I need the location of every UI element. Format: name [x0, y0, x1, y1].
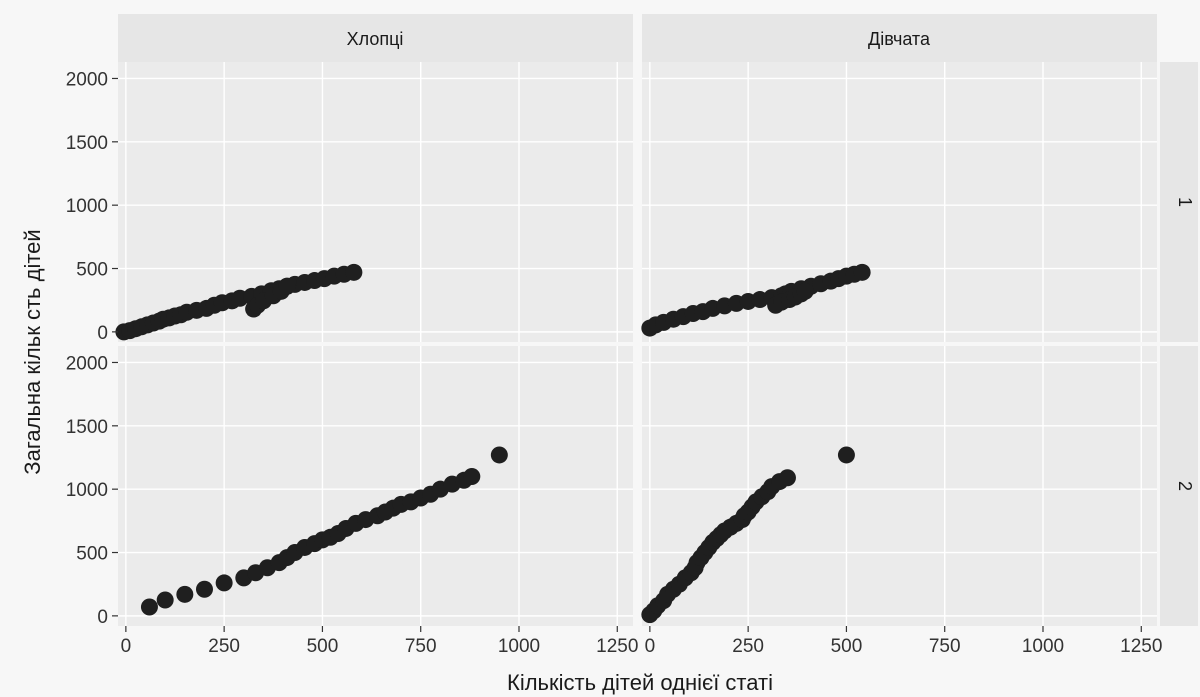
data-point	[796, 282, 814, 300]
x-tick-label: 750	[405, 636, 437, 657]
panel-background	[118, 62, 633, 342]
strip-row-2-bg	[1160, 346, 1198, 626]
data-point	[176, 585, 194, 603]
data-point	[490, 446, 508, 464]
data-point	[278, 277, 296, 295]
x-tick-label: 250	[208, 636, 240, 657]
x-tick-label: 0	[121, 636, 132, 657]
x-tick-label: 1250	[1120, 636, 1162, 657]
panel-1-1	[115, 62, 633, 342]
strip-row-1-label: 1	[1175, 197, 1195, 207]
x-tick-label: 0	[645, 636, 656, 657]
row-strips: 1 2	[1160, 62, 1198, 626]
x-tick-label: 500	[307, 636, 339, 657]
y-tick-label: 2000	[66, 353, 108, 374]
x-axis-title: Кількість дітей однієї статі	[507, 670, 773, 695]
strip-col-1-bg	[118, 14, 633, 62]
y-tick-label: 500	[76, 260, 108, 281]
column-strips: Хлопці Дівчата	[118, 14, 1157, 62]
y-tick-label: 1000	[66, 480, 108, 501]
y-tick-label: 1500	[66, 133, 108, 154]
strip-row-1-bg	[1160, 62, 1198, 342]
panel-2-1	[118, 346, 633, 626]
data-point	[215, 574, 233, 592]
y-tick-label: 500	[76, 544, 108, 565]
x-tick-label: 750	[929, 636, 961, 657]
panel-background	[642, 62, 1157, 342]
strip-col-2-label: Дівчата	[868, 29, 931, 49]
strip-row-2-label: 2	[1175, 481, 1195, 491]
x-tick-label: 250	[732, 636, 764, 657]
strip-col-2-bg	[642, 14, 1157, 62]
data-point	[156, 591, 174, 609]
y-tick-label: 2000	[66, 69, 108, 90]
panel-background	[642, 346, 1157, 626]
x-tick-label: 1000	[498, 636, 540, 657]
x-tick-label: 1250	[596, 636, 638, 657]
y-tick-label: 0	[97, 607, 108, 628]
y-tick-label: 0	[97, 323, 108, 344]
x-tick-label: 500	[831, 636, 863, 657]
axes: 0 500 1000 1500 2000 0 500 1000 1500 2000 0 250 500 7…	[66, 69, 1163, 657]
panel-2-2	[641, 346, 1157, 626]
y-tick-label: 1500	[66, 417, 108, 438]
panel-background	[118, 346, 633, 626]
data-point	[345, 263, 363, 281]
y-axis-title: Загальна кільк сть дітей	[20, 229, 45, 474]
panel-1-2	[641, 62, 1157, 342]
data-point	[463, 467, 481, 485]
data-point	[778, 469, 796, 487]
panels	[115, 62, 1157, 626]
data-point	[837, 446, 855, 464]
data-point	[195, 580, 213, 598]
x-tick-label: 1000	[1022, 636, 1064, 657]
y-tick-label: 1000	[66, 196, 108, 217]
data-point	[853, 263, 871, 281]
strip-col-1-label: Хлопці	[347, 29, 404, 49]
data-point	[140, 598, 158, 616]
